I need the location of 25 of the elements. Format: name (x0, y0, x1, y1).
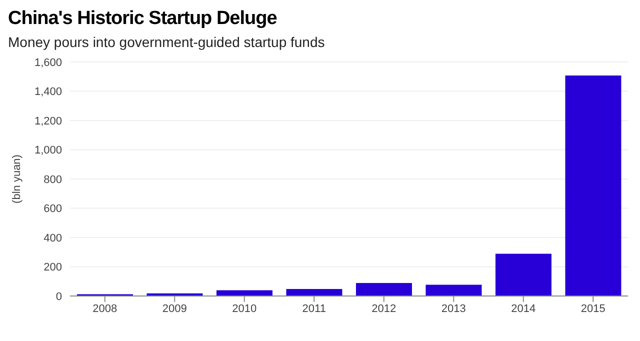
bar (286, 288, 342, 296)
y-tick-label: 600 (44, 203, 62, 216)
y-tick-label: 0 (56, 290, 62, 303)
x-tick-label: 2011 (302, 302, 326, 315)
x-tick-label: 2015 (580, 302, 606, 315)
bar (356, 282, 412, 296)
bar (565, 75, 622, 296)
bar (426, 284, 482, 296)
x-tick-label: 2012 (372, 302, 396, 315)
y-tick-label: 1,600 (34, 56, 62, 69)
bar (495, 254, 552, 296)
chart-title: China's Historic Startup Deluge (8, 8, 278, 30)
y-tick-label: 200 (44, 262, 62, 274)
y-tick-label: 1,000 (34, 144, 62, 157)
y-tick-label: 400 (44, 232, 62, 244)
x-tick-label: 2008 (92, 302, 118, 315)
y-axis-title: (bln yuan) (10, 154, 23, 204)
y-tick-label: 1,400 (34, 86, 62, 98)
x-tick-label: 2014 (511, 302, 536, 315)
chart-subtitle: Money pours into government-guided startup funds (8, 34, 326, 50)
x-tick-label: 2009 (162, 302, 187, 315)
x-tick-label: 2010 (232, 302, 257, 315)
y-tick-label: 1,200 (34, 115, 62, 128)
y-tick-label: 800 (44, 174, 62, 186)
x-tick-label: 2013 (441, 302, 466, 315)
